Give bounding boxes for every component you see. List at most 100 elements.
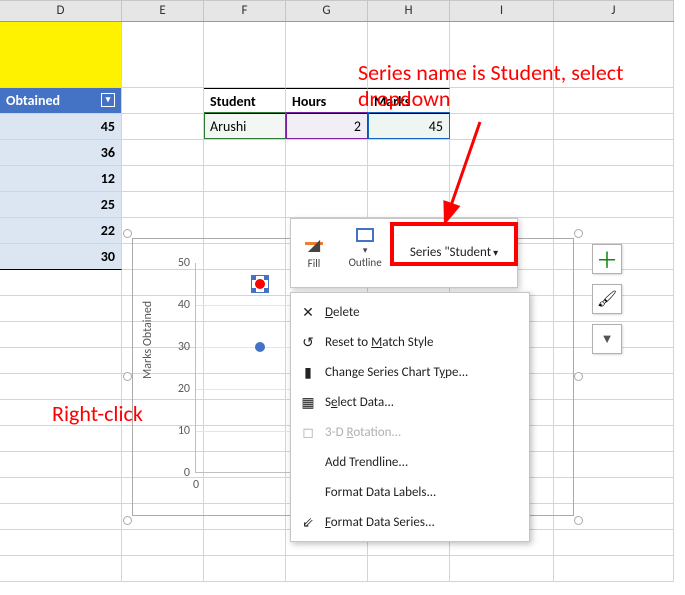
chevron-down-icon: ▾ xyxy=(493,246,498,259)
cell[interactable] xyxy=(450,556,554,582)
row-data: 45 Arushi 2 45 xyxy=(0,114,674,140)
context-menu-item[interactable]: ▮ Change Series Chart Type... xyxy=(291,357,529,387)
outline-button[interactable]: ▾ Outline xyxy=(340,219,390,275)
cell[interactable] xyxy=(0,530,122,556)
cell[interactable] xyxy=(0,556,122,582)
cell[interactable] xyxy=(554,140,674,166)
cell[interactable] xyxy=(122,530,204,556)
context-menu-item[interactable]: ▦ Select Data... xyxy=(291,387,529,417)
cell[interactable] xyxy=(122,192,204,218)
obtained-header-text: Obtained xyxy=(6,92,60,109)
menu-item-icon: ✕ xyxy=(299,304,317,321)
y-tick: 20 xyxy=(168,382,190,396)
cell[interactable] xyxy=(204,22,286,88)
cell[interactable] xyxy=(204,140,286,166)
obtained-header[interactable]: Obtained ▾ xyxy=(0,88,122,114)
obtained-value[interactable]: 45 xyxy=(0,114,122,140)
cell[interactable] xyxy=(122,22,204,88)
context-menu-item[interactable]: ✕ Delete xyxy=(291,297,529,327)
cell[interactable] xyxy=(554,556,674,582)
cell[interactable] xyxy=(204,530,286,556)
cell[interactable] xyxy=(122,140,204,166)
series-dropdown[interactable]: Series "Student ▾ xyxy=(395,235,513,269)
col-I[interactable]: I xyxy=(450,1,554,21)
menu-item-label: Format Data Labels... xyxy=(325,485,436,500)
fill-button[interactable]: ◢ Fill xyxy=(291,219,337,276)
context-menu-item[interactable]: ⇙ Format Data Series... xyxy=(291,507,529,537)
cell[interactable] xyxy=(554,114,674,140)
series-dropdown-label: Series "Student xyxy=(410,245,491,260)
obtained-value[interactable]: 25 xyxy=(0,192,122,218)
chart-y-axis-label: Marks Obtained xyxy=(141,301,155,379)
cell[interactable] xyxy=(0,478,122,504)
cell[interactable] xyxy=(122,166,204,192)
cell[interactable] xyxy=(122,114,204,140)
cell[interactable] xyxy=(286,556,368,582)
cell[interactable] xyxy=(0,504,122,530)
cell[interactable] xyxy=(286,140,368,166)
cell[interactable] xyxy=(368,556,450,582)
col-D[interactable]: D xyxy=(0,1,122,21)
cell[interactable] xyxy=(204,166,286,192)
menu-item-label: Select Data... xyxy=(325,395,394,410)
chart-styles-button[interactable]: 🖌 xyxy=(592,284,622,314)
annotation-arrow xyxy=(440,122,500,232)
col-E[interactable]: E xyxy=(122,1,204,21)
chart-elements-button[interactable]: ＋ xyxy=(592,244,622,274)
data-point[interactable] xyxy=(255,342,265,352)
y-tick: 40 xyxy=(168,298,190,312)
cell[interactable] xyxy=(286,166,368,192)
context-menu-item: ◻ 3-D Rotation... xyxy=(291,417,529,447)
obtained-value[interactable]: 22 xyxy=(0,218,122,244)
col-F[interactable]: F xyxy=(204,1,286,21)
cell[interactable] xyxy=(0,374,122,400)
cell[interactable] xyxy=(0,296,122,322)
menu-item-label: Add Trendline... xyxy=(325,455,408,470)
cell[interactable] xyxy=(286,22,368,88)
menu-item-label: Format Data Series... xyxy=(325,515,435,530)
cell[interactable] xyxy=(368,192,450,218)
cell[interactable] xyxy=(554,192,674,218)
col-G[interactable]: G xyxy=(286,1,368,21)
col-J[interactable]: J xyxy=(554,1,674,21)
outline-label: Outline xyxy=(340,256,390,269)
menu-item-label: 3-D Rotation... xyxy=(325,425,401,440)
cell[interactable] xyxy=(122,556,204,582)
chart-filter-button[interactable]: ▼ xyxy=(592,324,622,354)
y-tick: 30 xyxy=(168,340,190,354)
cell[interactable] xyxy=(122,88,204,114)
y-tick: 50 xyxy=(168,256,190,270)
col-H[interactable]: H xyxy=(368,1,450,21)
cell[interactable] xyxy=(368,166,450,192)
menu-item-label: Delete xyxy=(325,305,360,320)
cell[interactable] xyxy=(204,192,286,218)
menu-item-label: Reset to Match Style xyxy=(325,335,433,350)
cell[interactable] xyxy=(0,22,122,88)
cell[interactable] xyxy=(0,426,122,452)
mini-header-student[interactable]: Student xyxy=(204,88,286,114)
cell[interactable] xyxy=(0,452,122,478)
menu-item-icon: ⇙ xyxy=(299,514,317,531)
cell[interactable] xyxy=(554,166,674,192)
cell[interactable] xyxy=(0,348,122,374)
mini-hours[interactable]: 2 xyxy=(286,114,368,140)
cell[interactable] xyxy=(286,192,368,218)
context-menu-item[interactable]: Add Trendline... xyxy=(291,447,529,477)
cell[interactable] xyxy=(0,322,122,348)
cell[interactable] xyxy=(554,530,674,556)
context-menu-item[interactable]: Format Data Labels... xyxy=(291,477,529,507)
cell[interactable] xyxy=(0,270,122,296)
filter-dropdown-icon[interactable]: ▾ xyxy=(101,93,115,107)
menu-item-label: Change Series Chart Type... xyxy=(325,365,468,380)
obtained-value[interactable]: 12 xyxy=(0,166,122,192)
mini-marks[interactable]: 45 xyxy=(368,114,450,140)
obtained-value[interactable]: 30 xyxy=(0,244,122,270)
mini-header-hours[interactable]: Hours xyxy=(286,88,368,114)
cell[interactable] xyxy=(204,556,286,582)
obtained-value[interactable]: 36 xyxy=(0,140,122,166)
menu-item-icon: ◻ xyxy=(299,424,317,441)
mini-student[interactable]: Arushi xyxy=(204,114,286,140)
cell[interactable] xyxy=(368,140,450,166)
context-menu-item[interactable]: ↺ Reset to Match Style xyxy=(291,327,529,357)
menu-item-icon: ↺ xyxy=(299,334,317,351)
